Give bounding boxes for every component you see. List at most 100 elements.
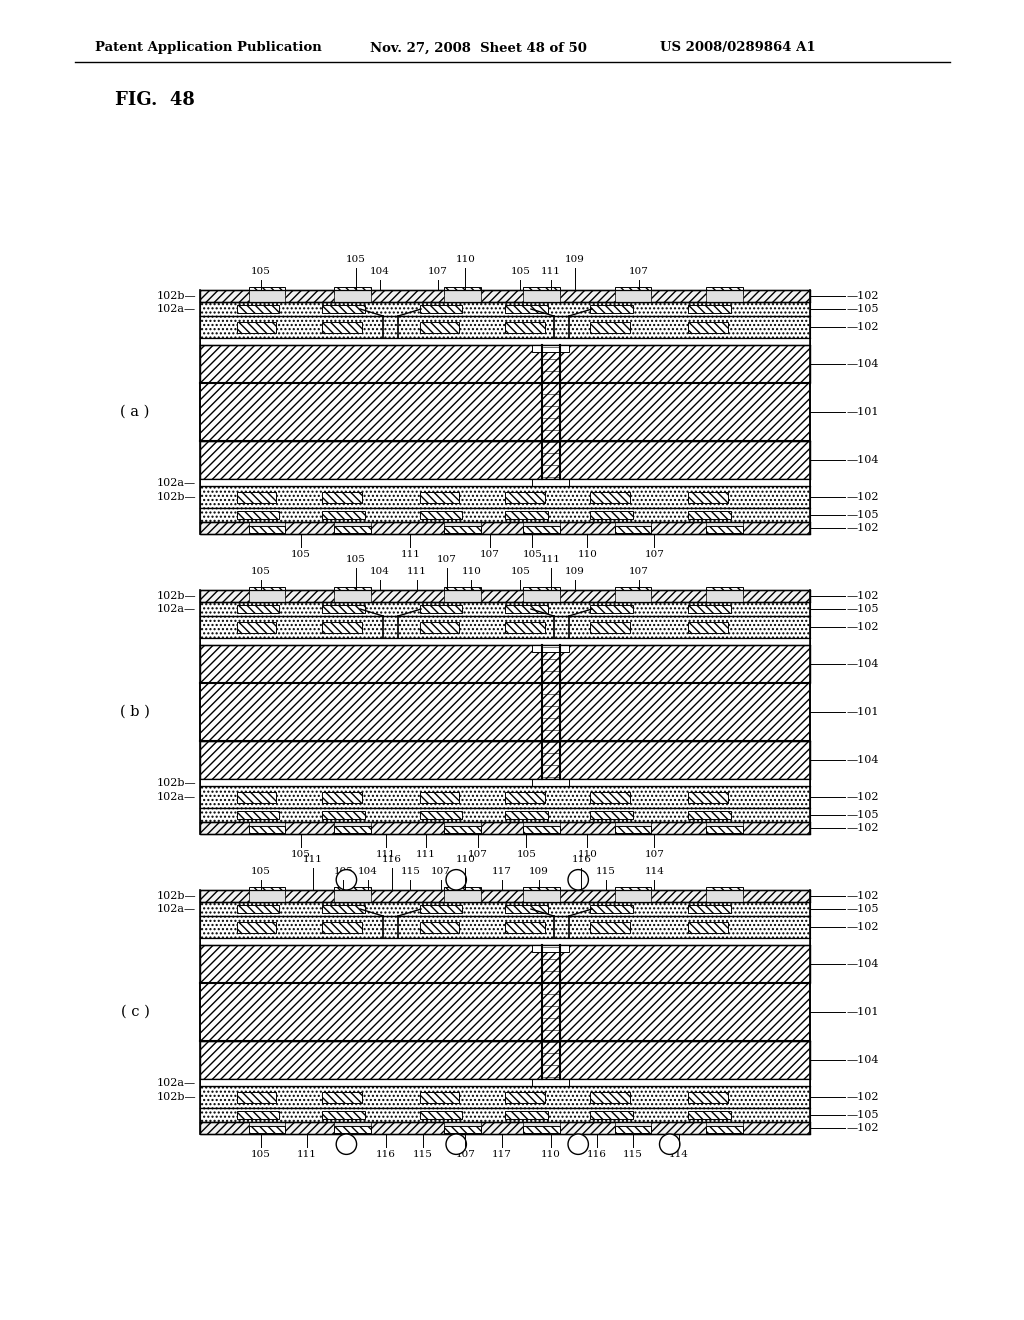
Bar (688, 622, 728, 632)
Bar (237, 906, 280, 913)
Bar (322, 491, 361, 503)
Bar (591, 511, 633, 519)
Bar (322, 1092, 361, 1102)
Bar (420, 810, 462, 818)
Bar (614, 587, 651, 594)
Text: 105: 105 (251, 1150, 271, 1159)
Text: 117: 117 (492, 1150, 512, 1159)
Bar (444, 286, 480, 294)
Bar (707, 590, 742, 602)
Bar (591, 622, 630, 632)
Text: 109: 109 (565, 568, 585, 576)
Text: 116: 116 (376, 1150, 396, 1159)
Text: —105: —105 (847, 810, 880, 820)
Text: —102: —102 (847, 591, 880, 601)
Text: Nov. 27, 2008  Sheet 48 of 50: Nov. 27, 2008 Sheet 48 of 50 (370, 41, 587, 54)
Text: Patent Application Publication: Patent Application Publication (95, 41, 322, 54)
Text: 107: 107 (630, 568, 649, 576)
Bar (200, 741, 810, 779)
Bar (591, 1092, 630, 1102)
Text: —101: —101 (847, 407, 880, 417)
Bar (200, 822, 810, 834)
Bar (523, 587, 560, 594)
Text: 109: 109 (565, 255, 585, 264)
Bar (523, 1122, 560, 1134)
Bar (591, 305, 633, 313)
Text: 104: 104 (357, 867, 378, 876)
Bar (505, 605, 548, 612)
Text: 105: 105 (516, 850, 537, 859)
Bar (249, 890, 286, 902)
Text: 102a—: 102a— (157, 304, 196, 314)
Bar (444, 590, 480, 602)
Bar (200, 916, 810, 939)
Bar (322, 622, 361, 632)
Bar (523, 822, 560, 834)
Text: 110: 110 (578, 850, 597, 859)
Text: 117: 117 (492, 867, 512, 876)
Text: —105: —105 (847, 510, 880, 520)
Bar (200, 315, 810, 338)
Bar (505, 305, 548, 313)
Bar (420, 491, 459, 503)
Text: FIG.  48: FIG. 48 (115, 91, 195, 110)
Text: 107: 107 (630, 267, 649, 276)
Bar (532, 779, 569, 785)
Bar (200, 338, 810, 345)
Text: —105: —105 (847, 304, 880, 314)
Text: —104: —104 (847, 359, 880, 370)
Bar (523, 590, 560, 602)
Bar (523, 525, 560, 533)
Bar (249, 1126, 286, 1133)
Bar (200, 602, 810, 616)
Bar (334, 521, 371, 535)
Text: 107: 107 (456, 1150, 475, 1159)
Bar (420, 792, 459, 803)
Bar (532, 1078, 569, 1086)
Bar (237, 322, 276, 333)
Text: 102a—: 102a— (157, 478, 196, 487)
Bar (614, 525, 651, 533)
Text: 105: 105 (291, 550, 310, 558)
Text: 116: 116 (587, 1150, 606, 1159)
Text: 116: 116 (571, 855, 591, 865)
Text: —104: —104 (847, 960, 880, 969)
Bar (249, 286, 286, 294)
Bar (420, 305, 462, 313)
Bar (614, 822, 651, 834)
Bar (200, 590, 810, 602)
Bar (591, 322, 630, 333)
Text: 102b—: 102b— (157, 492, 196, 502)
Bar (614, 1122, 651, 1134)
Text: 104: 104 (370, 568, 390, 576)
Bar (614, 890, 651, 902)
Text: —105: —105 (847, 904, 880, 913)
Bar (614, 521, 651, 535)
Bar (200, 1078, 810, 1086)
Bar (334, 1122, 371, 1134)
Bar (249, 290, 286, 302)
Circle shape (336, 870, 356, 890)
Bar (505, 322, 545, 333)
Bar (334, 587, 371, 594)
Bar (249, 587, 286, 594)
Text: 111: 111 (541, 267, 561, 276)
Bar (444, 1122, 480, 1134)
Text: 102a—: 102a— (157, 1077, 196, 1088)
Bar (322, 810, 365, 818)
Text: US 2008/0289864 A1: US 2008/0289864 A1 (660, 41, 816, 54)
Bar (334, 887, 371, 895)
Text: 111: 111 (416, 850, 435, 859)
Text: 115: 115 (596, 867, 615, 876)
Bar (444, 525, 480, 533)
Bar (523, 521, 560, 535)
Bar (237, 921, 276, 932)
Text: 114: 114 (644, 867, 665, 876)
Bar (444, 521, 480, 535)
Text: —102: —102 (847, 322, 880, 333)
Bar (591, 921, 630, 932)
Bar (322, 1111, 365, 1119)
Bar (591, 491, 630, 503)
Bar (249, 521, 286, 535)
Bar (707, 1126, 742, 1133)
